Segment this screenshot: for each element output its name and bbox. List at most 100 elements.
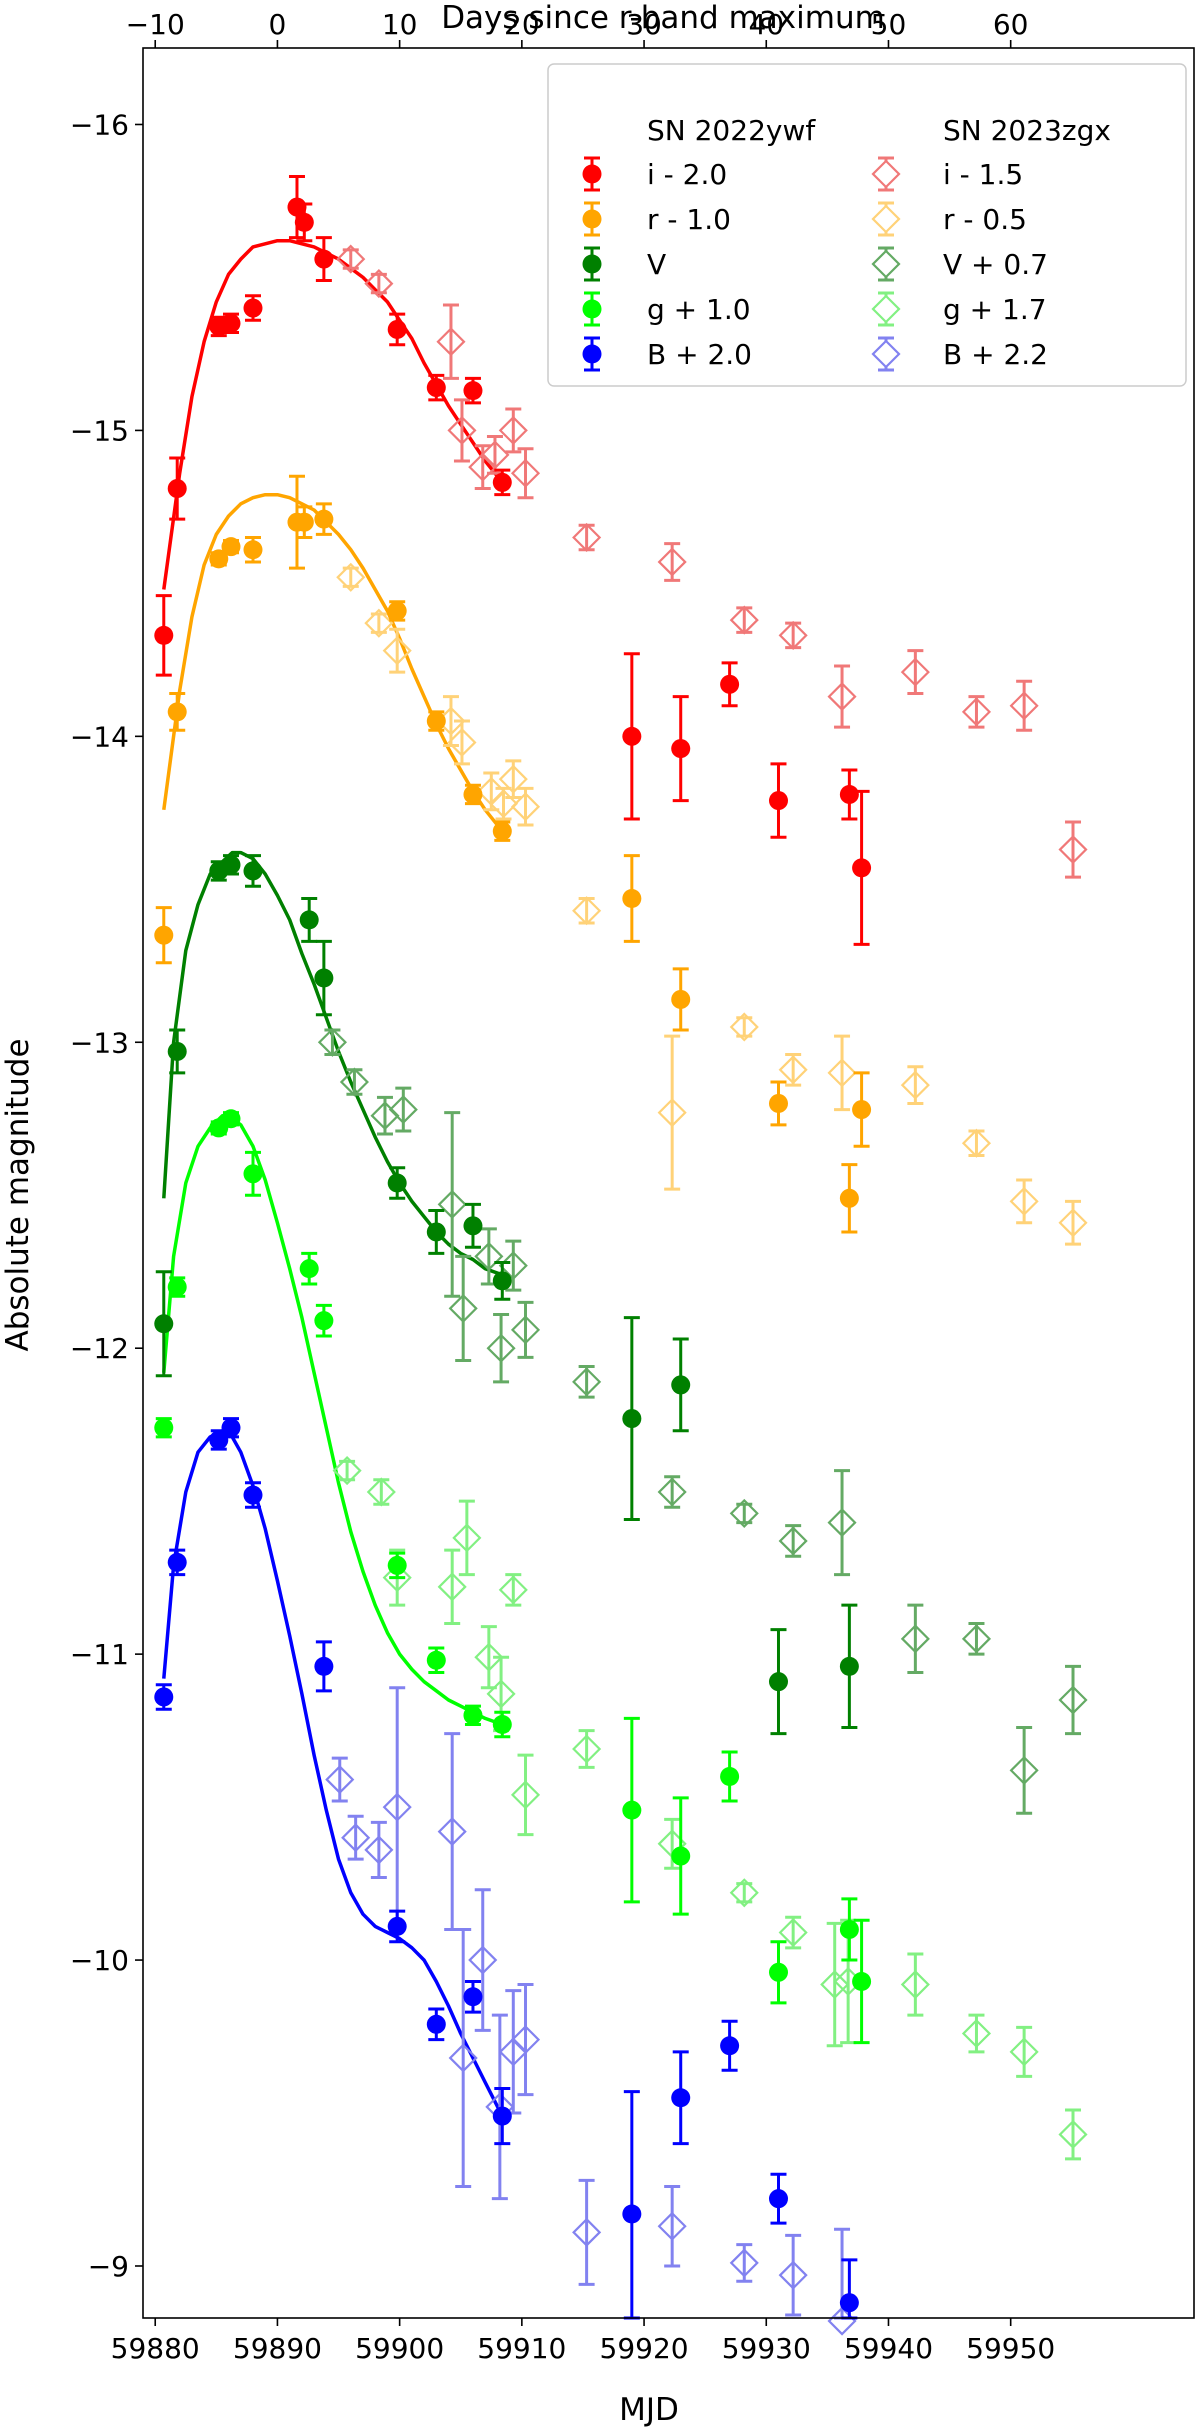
marker-diamond <box>778 1917 808 1948</box>
marker-circle <box>167 702 187 722</box>
data-point <box>243 294 263 322</box>
marker-circle <box>463 1987 483 2007</box>
marker-diamond <box>1009 691 1039 721</box>
legend-title-right: SN 2023zgx <box>943 114 1111 147</box>
marker-diamond <box>382 1563 412 1593</box>
marker-diamond <box>729 1498 759 1528</box>
marker-diamond <box>778 2260 808 2290</box>
marker-diamond <box>572 1367 602 1397</box>
data-point <box>492 468 512 497</box>
data-point <box>486 1313 516 1384</box>
data-point <box>768 1628 788 1736</box>
y-tick-label: −14 <box>70 720 129 753</box>
axes: 59880 59890 59900 59910 59920 59930 59940 59950… <box>70 8 1055 2365</box>
legend-label: g + 1.0 <box>647 293 751 326</box>
marker-diamond <box>1009 1186 1039 1216</box>
y-tick-label: −9 <box>88 2250 129 2283</box>
marker-circle <box>387 601 407 621</box>
marker-circle <box>671 1375 691 1395</box>
marker-diamond <box>382 636 412 666</box>
data-point <box>447 719 477 766</box>
legend-marker <box>582 164 602 184</box>
series-g-1-7 <box>332 1456 1088 2161</box>
marker-diamond <box>961 2018 992 2049</box>
data-point <box>243 535 263 564</box>
data-point <box>492 1261 512 1301</box>
marker-diamond <box>336 244 366 274</box>
marker-circle <box>221 1418 241 1438</box>
legend-label: r - 0.5 <box>943 203 1027 236</box>
data-point <box>448 1254 478 1362</box>
fit-curve <box>162 492 504 833</box>
data-point <box>768 1080 788 1127</box>
data-point <box>299 1251 319 1286</box>
marker-diamond <box>436 327 466 357</box>
marker-circle <box>839 1919 859 1939</box>
data-point <box>827 1034 857 1112</box>
data-point <box>341 1814 371 1861</box>
y-tick-label: −13 <box>70 1026 129 1059</box>
data-point <box>961 1128 992 1158</box>
legend-label: B + 2.0 <box>647 338 752 371</box>
marker-diamond <box>325 1765 355 1795</box>
marker-circle <box>852 1100 872 1120</box>
data-point <box>317 1027 347 1057</box>
marker-diamond <box>900 657 930 687</box>
marker-circle <box>314 1656 334 1676</box>
marker-diamond <box>729 2248 759 2278</box>
data-point <box>572 2178 602 2286</box>
marker-circle <box>463 381 483 401</box>
marker-circle <box>209 1430 229 1450</box>
data-point <box>657 1034 687 1191</box>
marker-circle <box>314 509 334 529</box>
data-point <box>729 1498 759 1528</box>
data-point <box>154 594 174 677</box>
marker-diamond <box>827 1058 857 1088</box>
x-tick-label: 59890 <box>233 2332 322 2365</box>
top-tick-label: 50 <box>871 8 907 41</box>
marker-circle <box>852 858 872 878</box>
data-point <box>1009 679 1039 732</box>
marker-diamond <box>1058 1685 1088 1715</box>
marker-circle <box>463 1216 483 1236</box>
marker-diamond <box>827 682 857 712</box>
data-point <box>492 1710 512 1739</box>
marker-circle <box>167 1277 187 1297</box>
data-point <box>452 1499 482 1577</box>
legend-label: g + 1.7 <box>943 293 1047 326</box>
data-point <box>778 1915 808 1950</box>
data-point <box>657 2184 687 2268</box>
data-point <box>572 1365 602 1399</box>
marker-diamond <box>510 2025 541 2055</box>
marker-circle <box>314 1311 334 1331</box>
data-point <box>1058 1199 1088 1246</box>
data-point <box>294 202 314 243</box>
data-point <box>314 502 334 536</box>
marker-circle <box>387 1916 407 1936</box>
data-point <box>426 2007 446 2042</box>
x-tick-label: 59940 <box>844 2332 933 2365</box>
data-point <box>463 783 483 806</box>
marker-diamond <box>498 764 528 794</box>
data-point <box>961 695 992 729</box>
marker-circle <box>154 925 174 945</box>
data-point <box>154 1417 174 1439</box>
data-point <box>364 269 394 299</box>
data-point <box>387 1909 407 1944</box>
data-point <box>243 1481 263 1509</box>
marker-circle <box>492 2106 512 2126</box>
data-point <box>900 1603 930 1674</box>
marker-diamond <box>1009 2037 1039 2067</box>
marker-circle <box>294 512 314 532</box>
data-point <box>336 562 366 592</box>
marker-circle <box>671 1846 691 1866</box>
marker-circle <box>768 1093 788 1113</box>
data-point <box>729 605 759 635</box>
top-tick-label: 30 <box>626 8 662 41</box>
data-point <box>468 1888 498 2032</box>
marker-circle <box>154 1687 174 1707</box>
marker-circle <box>299 1259 319 1279</box>
legend-marker <box>871 204 901 234</box>
marker-circle <box>426 378 446 398</box>
marker-circle <box>221 1109 241 1129</box>
